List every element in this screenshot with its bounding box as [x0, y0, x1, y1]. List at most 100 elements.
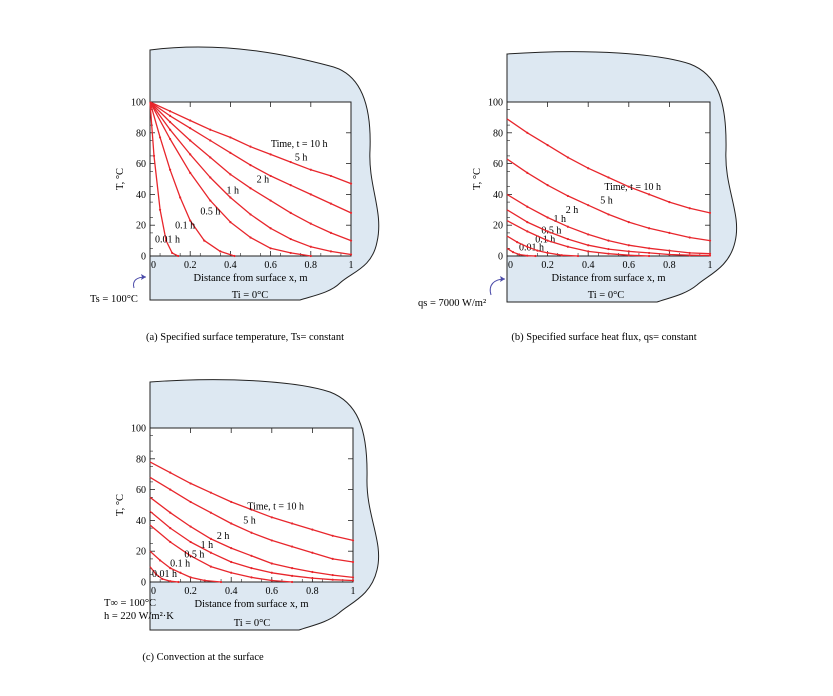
- series-point: [546, 144, 549, 147]
- y-tick-label: 60: [136, 485, 146, 496]
- series-point: [169, 114, 172, 117]
- series-point: [526, 221, 529, 224]
- series-point: [250, 576, 253, 579]
- series-point: [219, 580, 223, 584]
- y-tick-label: 0: [141, 578, 146, 589]
- series-point: [219, 250, 222, 253]
- series-point: [309, 168, 312, 171]
- x-tick-label: 0: [508, 260, 513, 271]
- y-tick-label: 60: [493, 159, 503, 170]
- x-tick-label: 0.2: [184, 586, 197, 597]
- series-point: [688, 251, 691, 255]
- series-point: [291, 522, 294, 525]
- series-point: [154, 573, 158, 576]
- x-axis-title: Distance from surface x, m: [195, 599, 309, 610]
- series-point: [708, 254, 712, 257]
- series-point: [270, 579, 273, 582]
- y-tick-label: 40: [136, 516, 146, 527]
- series-point: [289, 160, 292, 164]
- series-label: 1 h: [201, 540, 214, 551]
- series-point: [648, 254, 651, 258]
- x-tick-label: 1: [349, 260, 354, 271]
- y-tick-label: 40: [493, 190, 503, 201]
- series-point: [708, 252, 712, 255]
- series-point: [349, 211, 353, 214]
- chart-panel-c: 0 0.2 0.4 0.6 0.8 1 0 20 40 60 80 100 Distance from …: [104, 379, 380, 663]
- series-point: [249, 213, 252, 216]
- plot-frame: [149, 101, 352, 257]
- series-point: [189, 482, 192, 485]
- series-point: [329, 174, 332, 178]
- series-point: [270, 516, 273, 519]
- series-point: [179, 196, 182, 199]
- series-point: [560, 254, 563, 257]
- series-label: 2 h: [257, 175, 270, 186]
- x-tick-label: 0.2: [184, 260, 197, 271]
- series-point: [587, 250, 590, 253]
- series-line: [149, 101, 235, 257]
- x-tick-label: 0: [151, 586, 156, 597]
- y-tick-label: 100: [488, 98, 503, 109]
- series-point: [648, 227, 651, 230]
- y-tick-label: 100: [131, 98, 146, 109]
- series-point: [269, 227, 272, 230]
- series-point: [164, 239, 168, 242]
- series-label: 0.5 h: [200, 206, 220, 217]
- y-tick-label: 60: [136, 159, 146, 170]
- series-point: [169, 120, 172, 124]
- series-point: [230, 560, 233, 564]
- series-point: [309, 254, 312, 258]
- x-tick-label: 0.6: [266, 586, 279, 597]
- series-label: 1 h: [554, 214, 567, 225]
- series-point: [516, 241, 519, 244]
- series-label: 0.5 h: [184, 549, 204, 560]
- series-point: [331, 573, 334, 577]
- series-point: [270, 562, 273, 565]
- series-point: [189, 500, 192, 504]
- series-point: [169, 137, 172, 141]
- series-point: [331, 557, 334, 561]
- series-point: [648, 251, 651, 255]
- series-point: [270, 571, 273, 574]
- series-point: [289, 251, 292, 255]
- series-point: [189, 127, 192, 130]
- series-point: [158, 208, 162, 211]
- series-point: [566, 237, 570, 241]
- series-point: [351, 539, 355, 542]
- series-point: [546, 251, 549, 255]
- series-point: [627, 250, 630, 253]
- panel-caption: (a) Specified surface temperature, Ts= c…: [146, 332, 344, 343]
- series-point: [230, 500, 233, 504]
- boundary-condition-label: qs = 7000 W/m²: [418, 298, 486, 309]
- series-point: [289, 237, 292, 241]
- series-point: [351, 576, 355, 579]
- x-tick-label: 0.8: [306, 586, 319, 597]
- series-point: [526, 230, 529, 233]
- series-label: 0.01 h: [152, 569, 177, 580]
- series-point: [607, 239, 610, 242]
- series-point: [526, 245, 529, 248]
- series-point: [526, 171, 529, 174]
- series-point: [526, 254, 529, 257]
- initial-temperature-label: Ti = 0°C: [234, 618, 271, 629]
- initial-temperature-label: Ti = 0°C: [232, 290, 269, 301]
- series-label: 5 h: [295, 153, 308, 164]
- series-point: [291, 567, 294, 570]
- series-label: Time, t = 10 h: [271, 139, 328, 150]
- series-point: [309, 193, 312, 196]
- boundary-condition-label: T∞ = 100°C: [104, 598, 156, 609]
- series-point: [161, 577, 164, 581]
- series-point: [349, 182, 353, 185]
- series-point: [587, 167, 590, 170]
- series-point: [159, 559, 162, 562]
- series-point: [229, 151, 232, 154]
- series-point: [311, 551, 314, 554]
- series-point: [233, 254, 236, 258]
- x-tick-label: 0.4: [224, 260, 237, 271]
- x-tick-label: 0.8: [663, 260, 676, 271]
- series-point: [169, 580, 172, 583]
- series-point: [291, 580, 294, 584]
- series-label: 0.1 h: [175, 220, 195, 231]
- x-tick-label: 0.8: [305, 260, 318, 271]
- x-tick-label: 0.4: [582, 260, 595, 271]
